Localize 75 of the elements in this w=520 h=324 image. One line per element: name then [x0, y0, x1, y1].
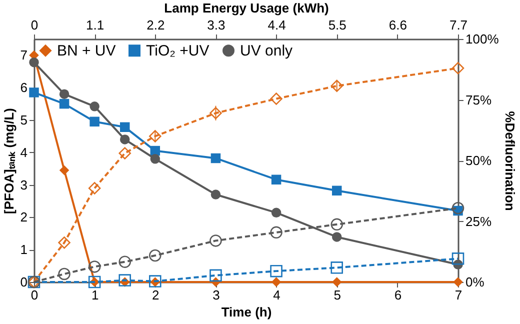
point	[332, 232, 342, 242]
point	[118, 256, 131, 268]
point	[120, 122, 130, 132]
y2-tick-label: 25%	[466, 214, 492, 229]
point	[271, 277, 282, 287]
x2-tick-label: 2.2	[146, 18, 165, 32]
point	[120, 134, 130, 144]
point	[29, 57, 39, 68]
point	[59, 98, 70, 109]
point	[118, 274, 131, 286]
x-axis-title: Time (h)	[221, 304, 272, 320]
x2-tick-label: 1.1	[86, 18, 104, 32]
point	[149, 249, 162, 262]
point	[210, 234, 222, 247]
point	[270, 264, 282, 278]
point	[270, 226, 282, 239]
x2-tick-label: 5.5	[328, 18, 346, 32]
y2-tick-label: 75%	[466, 92, 492, 108]
legend-label: TiO₂ +UV	[146, 42, 210, 60]
x-tick-label: 0	[30, 288, 38, 302]
point	[59, 165, 70, 176]
y-tick-label: 6	[20, 80, 28, 96]
x2-tick-label: 0	[30, 18, 38, 32]
y-tick-label: 4	[20, 144, 28, 160]
y2-tick-label: 100%	[466, 32, 500, 46]
point	[90, 116, 100, 126]
x-tick-label: 5	[334, 288, 341, 302]
x-tick-label: 3	[212, 288, 220, 302]
legend-label: BN + UV	[57, 42, 116, 60]
point	[90, 102, 100, 112]
y-axis-title: [PFOA]ₜₐₙₖ (mg/L)	[1, 108, 16, 214]
point	[58, 268, 70, 280]
x2-tick-label: 4.4	[268, 18, 286, 32]
point	[332, 277, 342, 287]
point	[149, 130, 162, 142]
x2-tick-label: 7.7	[449, 18, 468, 32]
x-tick-label: 2	[152, 288, 160, 302]
point	[29, 88, 39, 98]
point	[58, 236, 70, 249]
y-tick-label: 7	[20, 48, 28, 63]
point	[271, 208, 282, 218]
point	[210, 153, 221, 164]
point	[210, 106, 222, 120]
point	[270, 92, 282, 105]
point	[452, 252, 464, 265]
point	[210, 269, 222, 282]
point	[88, 182, 101, 194]
point	[452, 62, 464, 74]
point	[118, 147, 131, 160]
point	[88, 260, 101, 273]
y-tick-label: 3	[20, 177, 28, 192]
point	[59, 89, 70, 99]
y2-tick-label: 50%	[466, 153, 492, 168]
y-tick-label: 0	[20, 274, 28, 290]
point	[210, 190, 221, 200]
x-tick-label: 6	[394, 288, 402, 302]
x-tick-label: 4	[273, 288, 280, 302]
x2-axis-title: Lamp Energy Usage (kWh)	[164, 0, 329, 16]
y-tick-label: 1	[20, 242, 28, 258]
legend-label: UV only	[240, 42, 294, 60]
x-tick-label: 7	[454, 288, 462, 302]
point	[330, 80, 343, 92]
y-tick-label: 2	[20, 210, 28, 225]
point	[452, 202, 464, 214]
point	[330, 262, 343, 274]
point	[332, 186, 342, 196]
y2-tick-label: 0%	[466, 274, 485, 290]
x-tick-label: 1	[91, 288, 99, 302]
point	[330, 218, 343, 231]
y-tick-label: 5	[20, 112, 28, 128]
x2-tick-label: 3.3	[207, 18, 226, 32]
point	[271, 174, 282, 184]
point	[150, 154, 160, 164]
x2-tick-label: 6.6	[388, 18, 407, 32]
y2-axis-title: %Defluorination	[502, 111, 518, 211]
